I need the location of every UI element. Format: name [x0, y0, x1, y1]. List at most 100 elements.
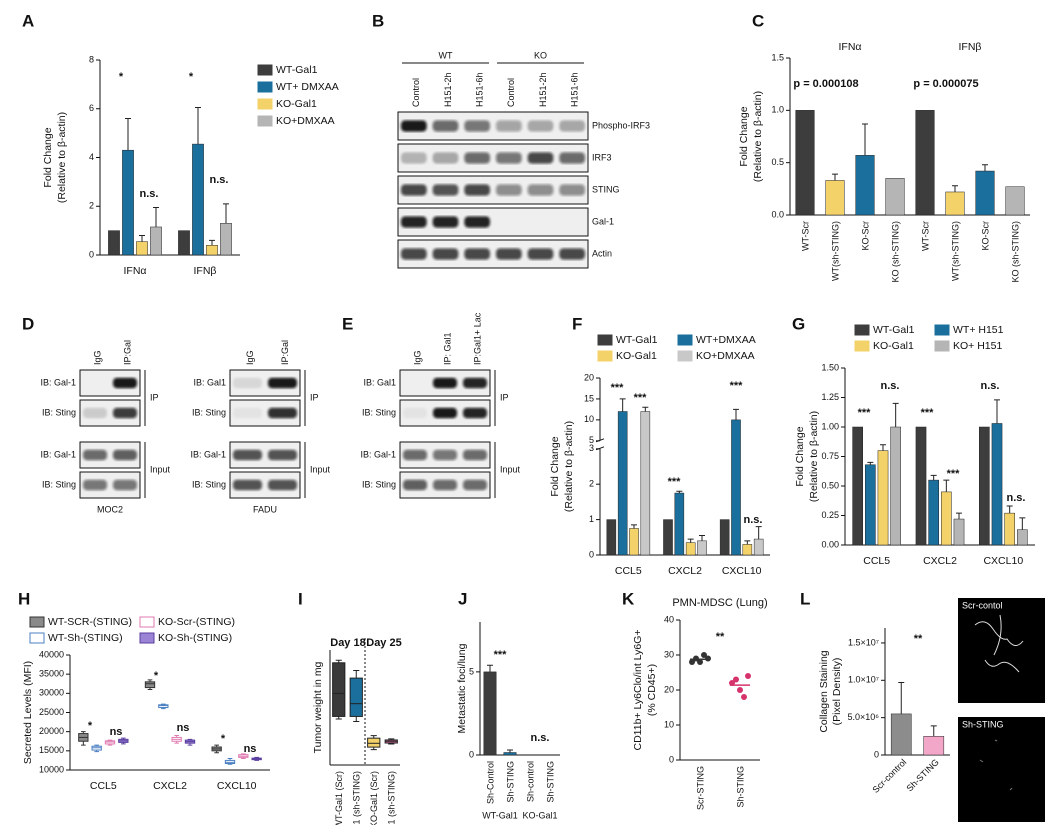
- error-bar: [956, 512, 962, 520]
- panel-letter: A: [22, 11, 34, 30]
- band: [432, 184, 459, 196]
- y-tick-label: 30000: [39, 688, 64, 698]
- bar: [136, 241, 148, 256]
- y-tick-label: 20000: [39, 726, 64, 736]
- y-axis-label: (Relative to β-actin): [808, 411, 820, 502]
- band: [432, 152, 459, 164]
- legend-swatch: [29, 616, 45, 628]
- lane-label: H151-6h: [475, 72, 485, 107]
- y-tick-label: 25000: [39, 707, 64, 717]
- section-label: Input: [310, 464, 331, 474]
- y-tick-label: 0: [669, 754, 674, 764]
- bar: [1005, 186, 1025, 216]
- legend-swatch: [257, 64, 273, 76]
- y-tick-label: 30: [664, 649, 674, 659]
- band: [268, 377, 297, 389]
- row-label: STING: [592, 184, 620, 194]
- x-tick-label: CXCL2: [668, 565, 702, 577]
- lane-label: IP:Gal: [280, 340, 290, 365]
- error-bar: [223, 203, 229, 224]
- error-bar: [982, 164, 988, 172]
- legend-swatch: [29, 632, 45, 644]
- y-tick-label: 2: [589, 479, 594, 489]
- legend-label: KO-Gal1: [873, 340, 914, 352]
- row-label: IB: Gal-1: [40, 377, 76, 387]
- annotation: ns: [244, 743, 257, 755]
- band: [403, 449, 427, 461]
- row-label: IB: Sting: [192, 407, 226, 417]
- y-tick-label: 4: [89, 152, 94, 162]
- annotation: **: [716, 631, 725, 643]
- legend-swatch: [597, 350, 613, 362]
- y-tick-label: 0: [469, 749, 474, 759]
- band: [83, 479, 107, 491]
- bar: [915, 426, 927, 546]
- point: [737, 687, 743, 693]
- bar: [1017, 529, 1028, 546]
- y-tick-label: 2: [89, 201, 94, 211]
- bar: [877, 450, 889, 546]
- annotation: Day 25: [366, 637, 401, 649]
- annotation: n.s.: [531, 732, 550, 744]
- lane-label: IgG: [412, 350, 422, 365]
- point: [697, 659, 703, 665]
- error-bar: [952, 185, 958, 192]
- annotation: n.s.: [881, 380, 900, 392]
- legend-label: WT-SCR-(STING): [48, 616, 132, 628]
- legend-label: WT+DMXAA: [696, 334, 756, 346]
- bar: [617, 411, 628, 556]
- bar: [719, 519, 730, 556]
- panel-letter: D: [22, 314, 34, 333]
- lane-label: IP: Gal1: [442, 332, 452, 365]
- band: [268, 449, 297, 461]
- blot-strip: [397, 175, 589, 205]
- band: [496, 120, 522, 132]
- legend-label: KO+ H151: [953, 340, 1002, 352]
- band: [401, 120, 427, 132]
- image-scr: [958, 598, 1045, 703]
- bar: [865, 464, 876, 546]
- legend-label: WT+ DMXAA: [276, 81, 339, 93]
- band: [527, 248, 554, 260]
- error-bar: [898, 682, 905, 714]
- bar: [178, 230, 190, 256]
- row-label: Phospho-IRF3: [592, 120, 650, 130]
- error-bar: [642, 406, 649, 412]
- error-bar: [195, 107, 201, 145]
- row-label: IB: Sting: [362, 407, 396, 417]
- error-bar: [619, 398, 626, 412]
- row-label: IB: Gal-1: [40, 449, 76, 459]
- legend-label: KO-Gal1: [276, 98, 317, 110]
- y-tick-label: 0.75: [821, 451, 839, 461]
- bar: [885, 178, 905, 216]
- x-tick-label: Scr-control: [871, 757, 909, 795]
- annotation: *: [88, 720, 93, 732]
- annotation: n.s.: [140, 188, 159, 200]
- panel-letter: C: [752, 11, 764, 30]
- y-tick-label: 6: [89, 103, 94, 113]
- band: [432, 248, 459, 260]
- legend-label: WT-Gal1: [276, 64, 318, 76]
- annotation: n.s.: [1007, 492, 1026, 504]
- error-bar: [487, 664, 493, 672]
- row-label: IB: Gal1: [193, 377, 226, 387]
- y-tick-label: 10000: [39, 764, 64, 774]
- error-bar: [943, 479, 950, 492]
- annotation: *: [154, 670, 159, 682]
- bar: [663, 519, 673, 556]
- error-bar: [994, 399, 1000, 424]
- box: [349, 677, 363, 717]
- band: [233, 479, 262, 491]
- y-axis-label: CD11b+ Ly6Clo/int Ly6G+: [632, 629, 644, 750]
- lane-label: IgG: [245, 350, 255, 365]
- point: [689, 659, 695, 665]
- band: [527, 152, 554, 164]
- y-axis-label: (Relative to β-actin): [56, 112, 68, 203]
- bar: [890, 713, 912, 756]
- band: [527, 120, 554, 132]
- band: [464, 248, 490, 260]
- band: [433, 407, 457, 419]
- y-tick-label: 0: [89, 249, 94, 259]
- x-tick-label: Sh-STING: [505, 761, 515, 803]
- y-tick-label: 10: [664, 719, 674, 729]
